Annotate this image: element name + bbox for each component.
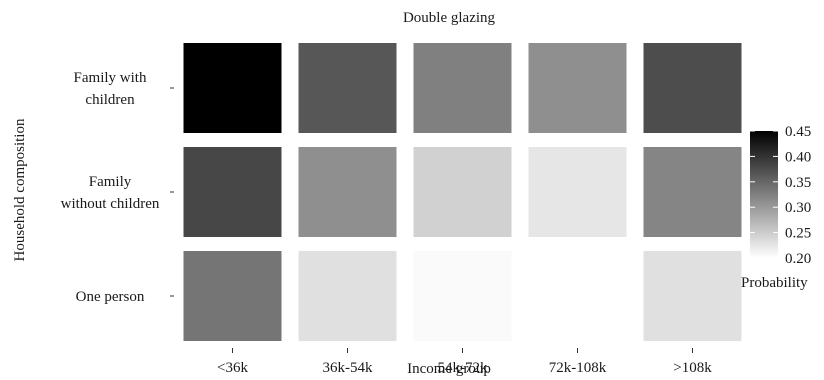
- heatmap-cell: [643, 43, 742, 133]
- heatmap-cell: [298, 147, 397, 237]
- legend-ticks: 0.20 0.25 0.30 0.35 0.40 0.45: [750, 124, 811, 267]
- heatmap-cell: [183, 251, 282, 341]
- x-tick-label: <36k: [217, 360, 248, 376]
- heatmap-cell: [298, 43, 397, 133]
- x-tick-label: 72k-108k: [549, 360, 607, 376]
- legend-tick-label: 0.20: [785, 251, 811, 267]
- heatmap-cell: [643, 251, 742, 341]
- heatmap-cell: [298, 251, 397, 341]
- y-tick-line: Family: [89, 174, 132, 190]
- y-tick-line: without children: [61, 196, 160, 212]
- chart-title: Double glazing: [403, 10, 496, 26]
- heatmap-cell: [643, 147, 742, 237]
- y-tick-label: Family without children: [61, 174, 160, 212]
- heatmap-cell: [413, 251, 512, 341]
- y-tick-line: Family with: [74, 70, 147, 86]
- heatmap-cell: [528, 147, 627, 237]
- x-tick-label: 54k-72k: [438, 360, 488, 376]
- heatmap-cell: [183, 147, 282, 237]
- y-tick-line: children: [85, 92, 135, 108]
- heatmap-cell: [413, 43, 512, 133]
- x-axis-title: Income group: [407, 361, 491, 377]
- legend-tick-label: 0.35: [785, 175, 811, 191]
- heatmap-cell: [183, 43, 282, 133]
- y-tick-line: One person: [76, 289, 145, 305]
- heatmap-cells: [183, 43, 742, 341]
- y-tick-label: One person: [76, 289, 145, 305]
- legend-tick-label: 0.25: [785, 226, 811, 242]
- heatmap-cell: [528, 43, 627, 133]
- heatmap-cell: [413, 147, 512, 237]
- legend-tick-label: 0.45: [785, 124, 811, 140]
- legend-tick-label: 0.30: [785, 200, 811, 216]
- color-legend: 0.20 0.25 0.30 0.35 0.40 0.45 Probability: [741, 124, 811, 291]
- x-axis: <36k 36k-54k 54k-72k 72k-108k >108k: [217, 348, 712, 376]
- legend-title: Probability: [741, 275, 808, 291]
- heatmap-cell: [528, 251, 627, 341]
- y-axis: Family with children Family without childre…: [61, 70, 174, 305]
- y-tick-label: Family with children: [74, 70, 147, 108]
- legend-colorbar: [750, 131, 778, 258]
- y-axis-title: Household composition: [12, 118, 28, 261]
- x-tick-label: 36k-54k: [323, 360, 373, 376]
- legend-tick-label: 0.40: [785, 149, 811, 165]
- x-tick-label: >108k: [673, 360, 712, 376]
